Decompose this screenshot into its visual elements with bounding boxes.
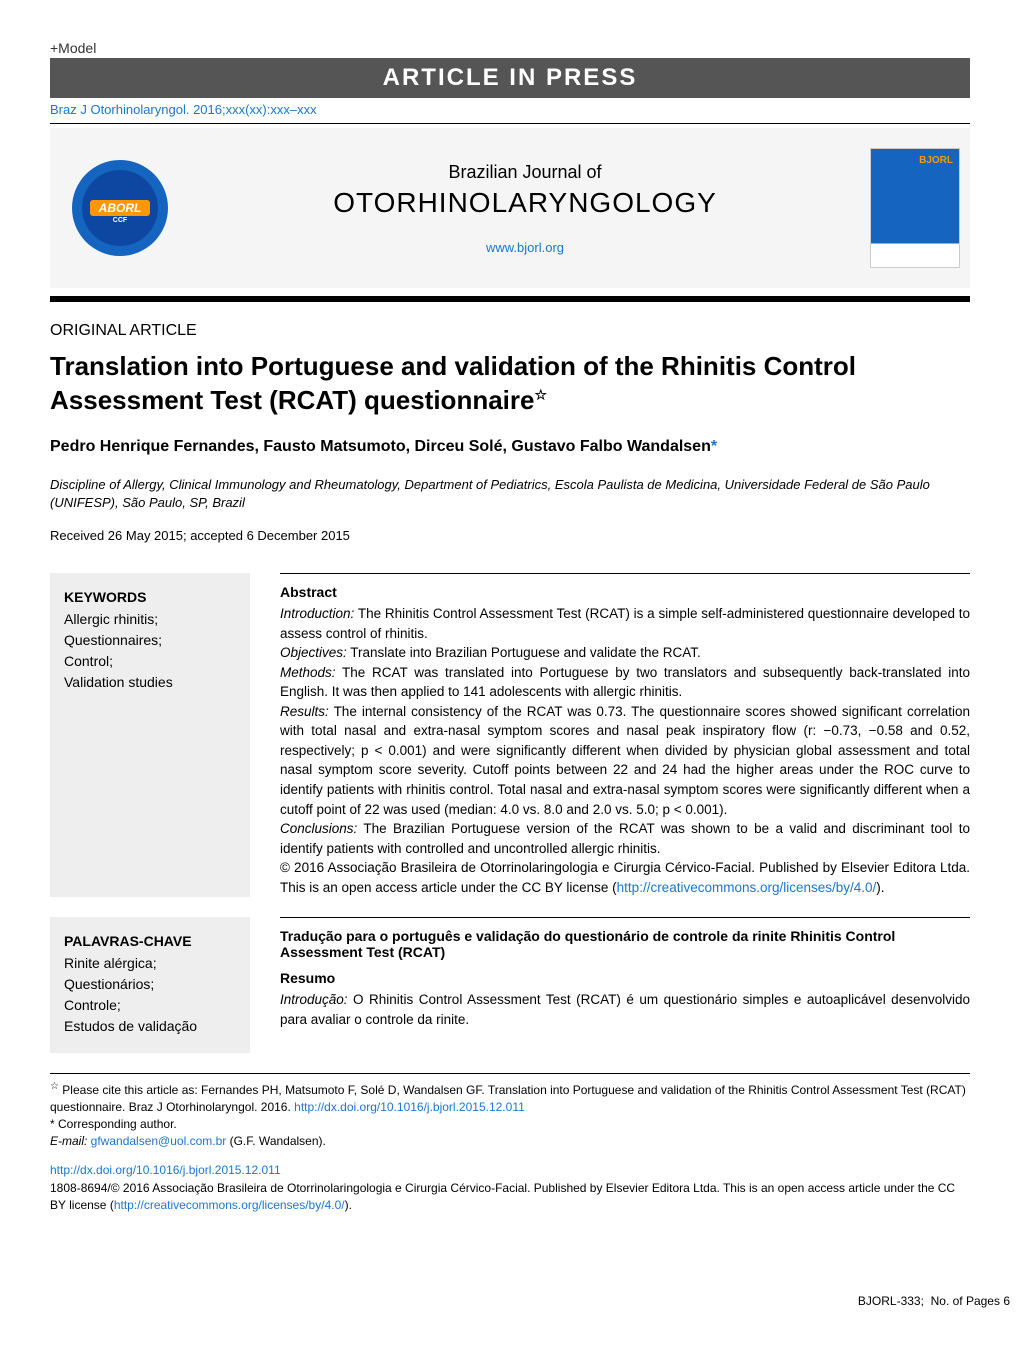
society-logo: ABORL CCF	[60, 148, 180, 268]
email-footnote: E-mail: gfwandalsen@uol.com.br (G.F. Wan…	[50, 1133, 970, 1150]
email-suffix: (G.F. Wandalsen).	[226, 1134, 326, 1148]
resumo-intro-label: Introdução:	[280, 992, 348, 1007]
copyright-close: ).	[345, 1198, 352, 1212]
email-link[interactable]: gfwandalsen@uol.com.br	[91, 1134, 227, 1148]
resumo-intro-text: O Rhinitis Control Assessment Test (RCAT…	[280, 992, 970, 1027]
footer: BJORL-333; No. of Pages 6	[0, 1294, 1020, 1308]
keywords-en-heading: KEYWORDS	[64, 589, 236, 605]
intro-label: Introduction:	[280, 606, 354, 621]
methods-label: Methods:	[280, 665, 336, 680]
license-url-link[interactable]: http://creativecommons.org/licenses/by/4…	[617, 880, 877, 895]
copyright-license-link[interactable]: http://creativecommons.org/licenses/by/4…	[114, 1198, 345, 1212]
abstract-pt-col: Tradução para o português e validação do…	[280, 917, 970, 1053]
resumo-title: Tradução para o português e validação do…	[280, 928, 970, 960]
svg-text:CCF: CCF	[113, 217, 128, 224]
cite-footnote: ☆ Please cite this article as: Fernandes…	[50, 1080, 970, 1116]
concl-label: Conclusions:	[280, 821, 357, 836]
thick-divider	[50, 296, 970, 302]
abstract-en-row: KEYWORDS Allergic rhinitis; Questionnair…	[50, 573, 970, 897]
svg-text:ABORL: ABORL	[98, 201, 142, 215]
cite-doi-link[interactable]: http://dx.doi.org/10.1016/j.bjorl.2015.1…	[294, 1100, 525, 1114]
keywords-en-list: Allergic rhinitis; Questionnaires; Contr…	[64, 609, 236, 693]
concl-text: The Brazilian Portuguese version of the …	[280, 821, 970, 856]
dates: Received 26 May 2015; accepted 6 Decembe…	[50, 528, 970, 543]
obj-label: Objectives:	[280, 645, 347, 660]
model-tag: +Model	[50, 40, 970, 56]
cover-thumb-label: BJORL	[877, 155, 953, 166]
footnotes: ☆ Please cite this article as: Fernandes…	[50, 1073, 970, 1214]
authors: Pedro Henrique Fernandes, Fausto Matsumo…	[50, 438, 970, 456]
keywords-en-box: KEYWORDS Allergic rhinitis; Questionnair…	[50, 573, 250, 897]
abstract-en-col: Abstract Introduction: The Rhinitis Cont…	[280, 573, 970, 897]
journal-url-link[interactable]: www.bjorl.org	[486, 240, 564, 255]
article-type: ORIGINAL ARTICLE	[50, 322, 970, 340]
corr-footnote: * Corresponding author.	[50, 1116, 970, 1133]
cite-star: ☆	[50, 1081, 59, 1092]
abstract-pt-row: PALAVRAS-CHAVE Rinite alérgica; Question…	[50, 917, 970, 1053]
doi-link[interactable]: http://dx.doi.org/10.1016/j.bjorl.2015.1…	[50, 1163, 281, 1177]
keywords-pt-box: PALAVRAS-CHAVE Rinite alérgica; Question…	[50, 917, 250, 1053]
intro-text: The Rhinitis Control Assessment Test (RC…	[280, 606, 970, 641]
article-title: Translation into Portuguese and validati…	[50, 350, 970, 418]
abstract-en-text: Introduction: The Rhinitis Control Asses…	[280, 604, 970, 897]
journal-title: OTORHINOLARYNGOLOGY	[180, 187, 870, 219]
email-label: E-mail:	[50, 1134, 91, 1148]
footer-pages: No. of Pages 6	[931, 1294, 1010, 1308]
obj-text: Translate into Brazilian Portuguese and …	[347, 645, 701, 660]
license-close: ).	[876, 880, 884, 895]
corr-text: Corresponding author.	[55, 1117, 177, 1131]
citation-line[interactable]: Braz J Otorhinolaryngol. 2016;xxx(xx):xx…	[50, 102, 970, 117]
methods-text: The RCAT was translated into Portuguese …	[280, 665, 970, 700]
title-footnote-star: ☆	[534, 386, 547, 402]
masthead: ABORL CCF Brazilian Journal of OTORHINOL…	[50, 128, 970, 288]
abstract-en-heading: Abstract	[280, 584, 970, 600]
affiliation: Discipline of Allergy, Clinical Immunolo…	[50, 476, 970, 512]
keywords-pt-list: Rinite alérgica; Questionários; Controle…	[64, 953, 236, 1037]
results-text: The internal consistency of the RCAT was…	[280, 704, 970, 817]
keywords-pt-heading: PALAVRAS-CHAVE	[64, 933, 236, 949]
authors-list: Pedro Henrique Fernandes, Fausto Matsumo…	[50, 438, 711, 455]
resumo-heading: Resumo	[280, 970, 970, 986]
corresponding-mark: *	[711, 438, 717, 455]
divider	[50, 123, 970, 124]
results-label: Results:	[280, 704, 329, 719]
copyright: 1808-8694/© 2016 Associação Brasileira d…	[50, 1180, 970, 1214]
journal-subtitle: Brazilian Journal of	[180, 162, 870, 183]
footer-id: BJORL-333;	[858, 1294, 924, 1308]
press-banner: ARTICLE IN PRESS	[50, 58, 970, 98]
resumo-text: Introdução: O Rhinitis Control Assessmen…	[280, 990, 970, 1029]
cover-thumbnail: BJORL	[870, 148, 960, 268]
article-title-text: Translation into Portuguese and validati…	[50, 351, 856, 415]
